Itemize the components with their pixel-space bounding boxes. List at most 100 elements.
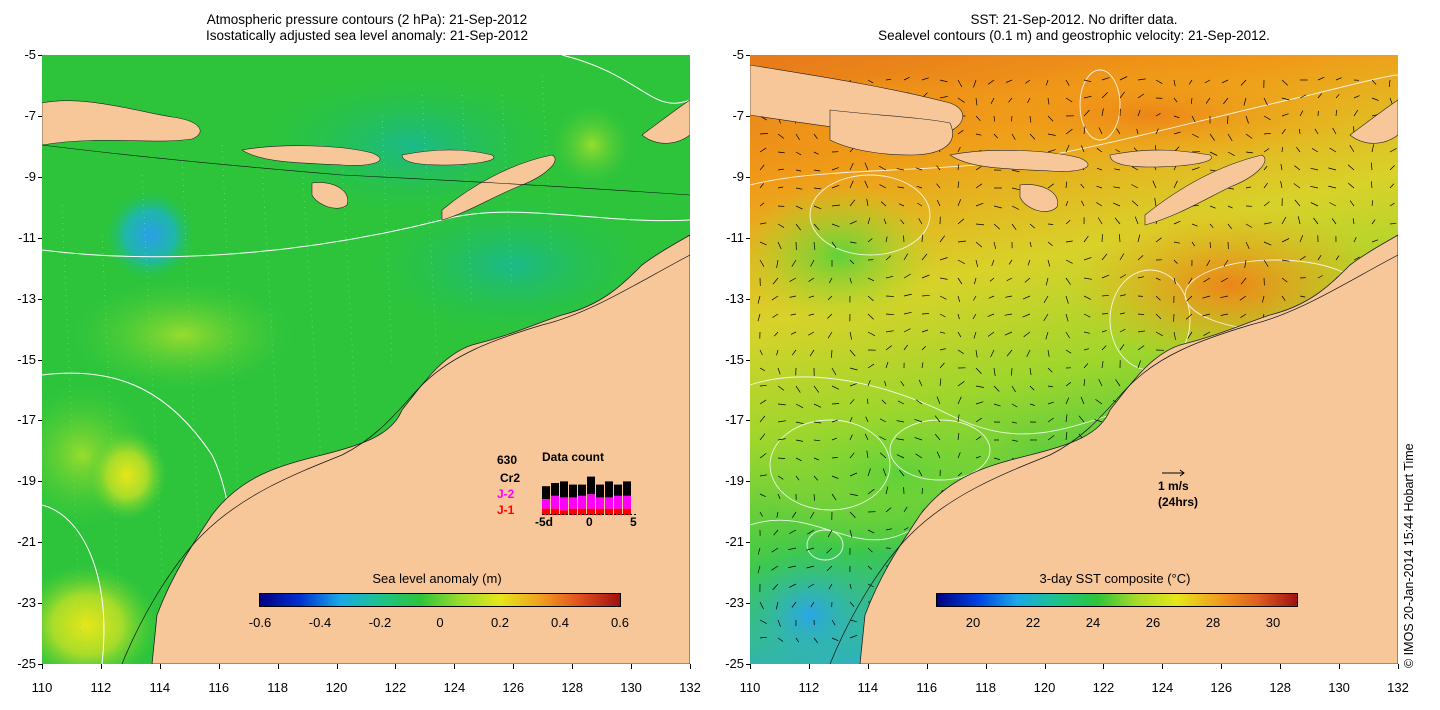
velocity-vector bbox=[1155, 277, 1161, 281]
velocity-vector bbox=[957, 259, 965, 265]
velocity-vector bbox=[903, 506, 908, 513]
velocity-vector bbox=[849, 434, 853, 441]
velocity-vector bbox=[795, 421, 804, 425]
velocity-vector bbox=[993, 367, 996, 376]
velocity-vector bbox=[808, 277, 815, 282]
left-lon-tick bbox=[572, 664, 574, 669]
velocity-vector bbox=[1173, 115, 1180, 119]
velocity-vector bbox=[759, 619, 767, 624]
velocity-vector bbox=[1263, 201, 1270, 207]
data-count-bar-j1 bbox=[587, 508, 595, 515]
velocity-vector bbox=[1065, 79, 1070, 86]
velocity-vector bbox=[1083, 235, 1089, 243]
velocity-vector bbox=[777, 186, 784, 189]
velocity-vector bbox=[1114, 217, 1121, 225]
velocity-vector bbox=[1202, 313, 1211, 317]
data-count-bar-cr2 bbox=[569, 484, 577, 498]
velocity-vector bbox=[772, 313, 779, 318]
sst-map[interactable]: 1 m/s (24hrs) 3-day SST composite (°C) 2… bbox=[750, 55, 1398, 664]
velocity-vector bbox=[1011, 385, 1016, 393]
velocity-vector bbox=[903, 76, 910, 81]
velocity-vector bbox=[1209, 151, 1218, 156]
velocity-vector bbox=[1220, 313, 1229, 316]
data-count-bar-cr2 bbox=[542, 486, 550, 499]
velocity-vector bbox=[831, 475, 839, 479]
velocity-vector bbox=[936, 199, 941, 207]
left-lon-tick-label: 116 bbox=[208, 680, 230, 695]
sumba-island-sst bbox=[1019, 184, 1058, 212]
velocity-vector bbox=[826, 565, 833, 572]
right-lon-tick bbox=[985, 664, 987, 669]
velocity-vector bbox=[1310, 185, 1319, 189]
velocity-vector bbox=[1353, 109, 1359, 117]
velocity-vector bbox=[1281, 295, 1286, 301]
velocity-vector bbox=[1227, 223, 1232, 230]
velocity-vector bbox=[921, 294, 930, 297]
velocity-vector bbox=[1011, 403, 1018, 408]
velocity-vector bbox=[1155, 237, 1162, 243]
velocity-vector bbox=[1263, 165, 1268, 171]
velocity-vector bbox=[777, 241, 782, 250]
velocity-vector bbox=[914, 437, 923, 441]
velocity-vector bbox=[849, 601, 855, 607]
velocity-vector bbox=[1083, 363, 1089, 369]
velocity-vector bbox=[1191, 115, 1196, 123]
small-island bbox=[641, 99, 690, 144]
left-lon-tick-label: 112 bbox=[90, 680, 112, 695]
right-lon-tick-label: 120 bbox=[1033, 680, 1056, 695]
velocity-vector bbox=[993, 385, 1000, 392]
velocity-vector bbox=[918, 218, 923, 225]
velocity-vector bbox=[777, 168, 784, 171]
velocity-vector bbox=[1155, 79, 1163, 84]
velocity-vector bbox=[807, 529, 815, 535]
velocity-vector bbox=[1349, 200, 1355, 207]
sst-colorbar-tick: 24 bbox=[1085, 615, 1101, 630]
velocity-vector bbox=[1137, 255, 1144, 261]
flores-island bbox=[401, 149, 495, 166]
velocity-vector bbox=[1353, 237, 1357, 243]
right-lon-tick-label: 126 bbox=[1210, 680, 1233, 695]
velocity-vector bbox=[1116, 128, 1121, 135]
velocity-vector bbox=[921, 234, 923, 243]
velocity-vector bbox=[1029, 385, 1035, 391]
velocity-vector bbox=[917, 202, 923, 207]
velocity-vector bbox=[1296, 146, 1301, 153]
data-count-total: 630 bbox=[497, 453, 518, 467]
velocity-vector bbox=[1081, 200, 1085, 207]
velocity-vector bbox=[866, 198, 869, 207]
velocity-vector bbox=[1011, 115, 1013, 122]
velocity-vector bbox=[1047, 241, 1053, 246]
velocity-vector bbox=[1065, 97, 1073, 103]
velocity-vector bbox=[1137, 109, 1141, 117]
velocity-vector bbox=[1008, 97, 1013, 103]
velocity-vector bbox=[957, 199, 962, 207]
velocity-vector bbox=[885, 78, 892, 81]
velocity-vector bbox=[973, 79, 977, 88]
velocity-vector bbox=[791, 349, 797, 356]
velocity-vector bbox=[1329, 202, 1337, 207]
velocity-vector bbox=[831, 437, 838, 441]
velocity-vector bbox=[1240, 313, 1247, 318]
data-count-bar-cr2 bbox=[614, 484, 622, 496]
velocity-vector bbox=[831, 223, 840, 228]
velocity-vector bbox=[975, 241, 983, 248]
data-count-title: Data count bbox=[542, 450, 605, 464]
left-lat-tick bbox=[38, 176, 42, 178]
velocity-vector bbox=[792, 511, 797, 518]
velocity-vector bbox=[975, 349, 978, 358]
velocity-vector bbox=[1022, 313, 1031, 318]
velocity-vector bbox=[759, 493, 766, 498]
sea-level-anomaly-map[interactable]: 630 Cr2 J-2 J-1 Data count -5d 0 5 Sea l… bbox=[42, 55, 690, 664]
velocity-vector bbox=[903, 273, 911, 279]
velocity-vector bbox=[759, 415, 766, 423]
velocity-vector bbox=[813, 475, 819, 481]
velocity-vector bbox=[1008, 259, 1013, 265]
velocity-vector bbox=[1045, 277, 1049, 286]
velocity-vector bbox=[934, 415, 941, 423]
velocity-vector bbox=[1152, 180, 1157, 189]
velocity-vector bbox=[1353, 256, 1360, 261]
velocity-vector bbox=[849, 452, 855, 459]
velocity-vector bbox=[831, 367, 837, 376]
velocity-vector bbox=[957, 97, 965, 103]
velocity-vector bbox=[1227, 205, 1233, 209]
